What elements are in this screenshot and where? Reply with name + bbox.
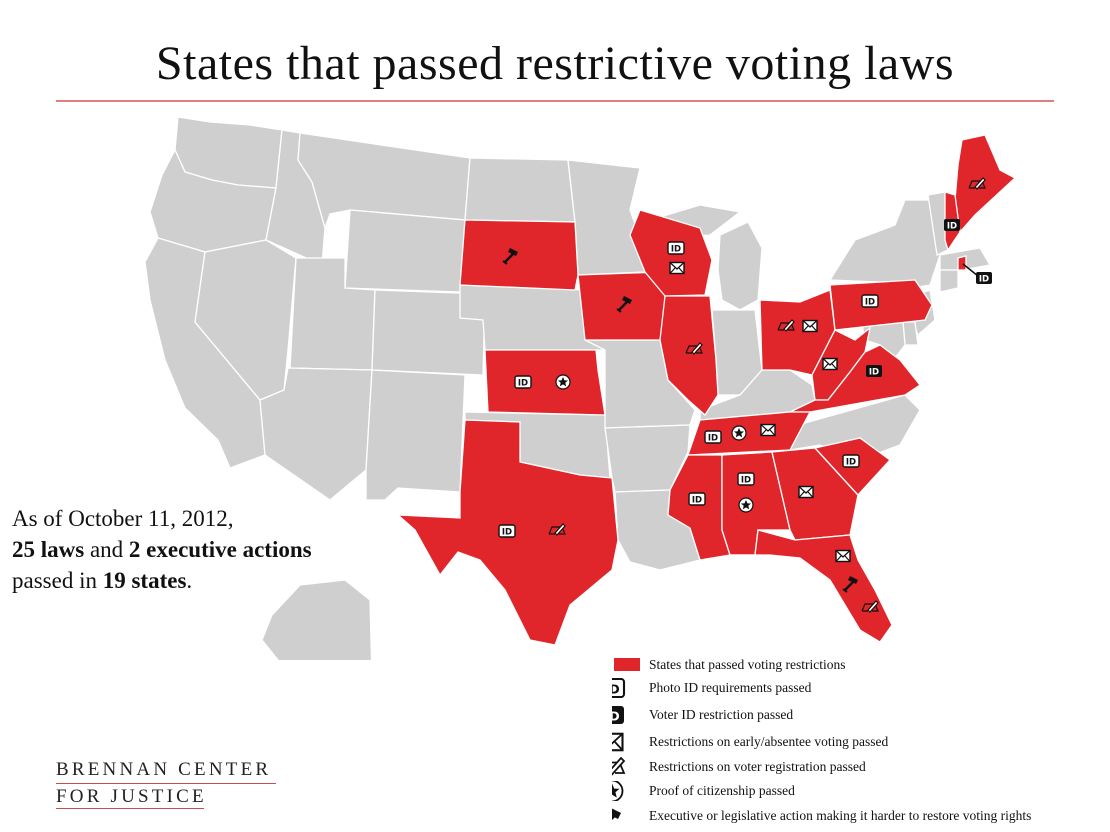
legend-item-citizenship: Proof of citizenship passed [612,781,1110,801]
star-icon [738,497,754,513]
id-solid-icon [612,706,624,725]
id-outline-icon [861,294,879,309]
envelope-icon [669,261,685,275]
state-connecticut [939,269,959,293]
envelope-icon [835,549,851,563]
logo-rule [56,808,204,809]
id-solid-icon [944,219,960,232]
state-new-mexico [365,369,466,501]
envelope-icon [822,357,838,371]
legend-label: Executive or legislative action making i… [649,808,1032,823]
id-solid-icon [976,272,992,285]
summary-and: and [84,537,129,562]
legend-label: Proof of citizenship passed [649,783,795,798]
id-outline-icon [688,492,706,507]
state-kansas [484,349,606,416]
logo-rule [56,783,276,784]
legend-item-photo-id: Photo ID requirements passed [612,678,1110,698]
gavel-icon [612,806,623,826]
summary-states: passed in 19 states. [12,565,312,596]
state-south-dakota [459,219,579,291]
title-divider [56,100,1054,102]
summary-text: As of October 11, 2012, 25 laws and 2 ex… [12,503,312,596]
legend-item-voter-registration: Restrictions on voter registration passe… [612,757,1110,777]
laws-count: 25 laws [12,537,85,562]
legend-label: Photo ID requirements passed [649,680,812,695]
state-alaska [261,579,373,660]
summary-counts: 25 laws and 2 executive actions [12,534,312,565]
legend-label: Restrictions on voter registration passe… [649,759,866,774]
page-title: States that passed restrictive voting la… [155,37,955,90]
star-icon [612,781,624,801]
state-wyoming [344,209,466,293]
state-north-dakota [464,157,576,223]
legend-item-voter-id: Voter ID restriction passed [612,705,1110,725]
legend-item-restricted-states: States that passed voting restrictions [612,655,1110,675]
state-michigan-lower [717,221,763,311]
id-outline-icon [842,454,860,469]
summary-date: As of October 11, 2012, [12,506,234,531]
logo-line-2: FOR JUSTICE [56,786,207,807]
state-nevada [194,239,297,401]
state-pennsylvania [829,279,933,331]
envelope-icon [612,732,624,752]
brennan-center-logo: BRENNAN CENTER FOR JUSTICE [56,759,276,809]
summary-period: . [186,568,193,593]
state-tennessee [687,411,812,456]
star-icon [731,425,747,441]
id-outline-icon [612,678,626,698]
logo-line-1: BRENNAN CENTER [56,759,272,780]
legend-item-restore-rights: Executive or legislative action making i… [612,806,1110,826]
state-illinois [659,295,719,416]
state-colorado [371,289,486,376]
state-virginia [789,344,921,413]
summary-passed-in: passed in [12,568,103,593]
id-outline-icon [704,430,722,445]
state-florida [730,529,893,643]
states-count: 19 states [102,568,187,593]
state-maine [954,134,1017,234]
state-new-york [828,199,941,291]
legend-item-early-absentee: Restrictions on early/absentee voting pa… [612,732,1110,752]
us-map: ID ID [144,116,1017,660]
state-rhode-island [957,255,967,271]
envelope-icon [802,319,818,333]
state-minnesota [567,159,646,276]
id-outline-icon [498,524,516,539]
actions-count: 2 executive actions [128,537,312,562]
id-outline-icon [514,375,532,390]
id-outline-icon [667,241,685,256]
legend-label: Restrictions on early/absentee voting pa… [649,734,889,749]
pen-form-icon [612,757,625,776]
red-swatch [614,658,640,671]
legend-label: States that passed voting restrictions [649,657,846,672]
id-outline-icon [737,472,755,487]
envelope-icon [798,485,814,499]
star-icon [555,374,571,390]
id-solid-icon [866,365,882,378]
envelope-icon [760,423,776,437]
rhode-island-callout [962,263,979,277]
legend-label: Voter ID restriction passed [649,707,794,722]
